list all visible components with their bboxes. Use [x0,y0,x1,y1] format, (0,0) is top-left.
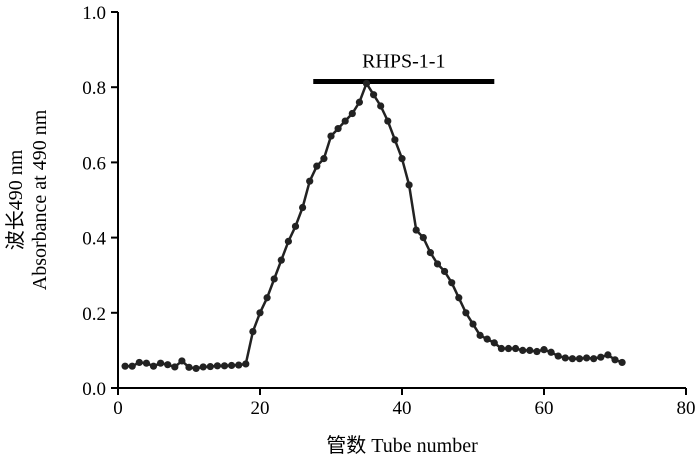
peak-annotation: RHPS-1-1 [313,51,495,85]
data-point [462,309,470,317]
y-ticks: 0.0 0.2 0.4 0.6 0.8 1.0 [82,3,118,400]
data-point [547,348,555,356]
data-point [597,353,605,361]
data-point [164,361,172,369]
data-point [213,362,221,370]
data-point [370,91,378,99]
data-point [348,109,356,118]
data-point [448,279,456,287]
data-point [220,362,229,370]
data-point [277,256,285,264]
y-tick-label: 0.2 [82,304,106,325]
data-point [561,354,569,362]
data-point [618,358,626,367]
data-point [157,359,165,367]
data-point [121,362,129,370]
data-point [433,260,442,268]
data-point [185,363,193,371]
data-point [441,267,449,276]
data-point [341,117,349,125]
data-point [497,344,505,353]
data-point [320,155,328,163]
data-point [611,356,619,364]
data-point [568,355,577,363]
data-point [291,222,300,230]
data-point [256,309,264,317]
x-tick-label: 80 [677,398,696,419]
x-tick-label: 40 [393,398,412,419]
data-point [249,328,257,336]
y-tick-label: 0.8 [82,78,106,99]
data-point [171,363,179,371]
y-tick-label: 0.0 [82,379,106,400]
data-point [604,351,612,359]
data-point [419,234,427,242]
data-point [455,294,463,302]
data-point [178,357,186,365]
data-point [583,354,591,362]
data-point [426,249,434,257]
fraction-label: RHPS-1-1 [362,51,445,73]
data-point [540,346,548,354]
data-point [526,346,534,354]
data-point [149,362,158,370]
data-point [575,355,584,363]
data-point [483,335,491,343]
data-point [355,98,363,106]
data-point [377,102,385,110]
data-point [192,364,200,373]
data-point [263,294,271,302]
y-tick-label: 1.0 [82,3,106,24]
data-point [590,355,598,363]
x-tick-label: 0 [113,398,123,419]
data-point [504,344,513,353]
series-line [125,82,623,370]
y-tick-label: 0.6 [82,153,106,174]
data-point [206,362,214,371]
data-point [469,320,477,328]
series-group [121,79,626,373]
data-point [362,79,371,88]
data-point [554,352,562,360]
data-point [270,275,278,283]
data-point [242,360,250,368]
x-tick-label: 60 [535,398,554,419]
data-point [327,132,335,140]
data-point [284,237,292,245]
data-point [384,117,392,125]
y-axis-title-chinese: 波长490 nm [4,149,27,250]
data-point [306,177,314,185]
data-point [235,361,243,369]
data-point [299,203,307,212]
data-point [398,155,406,163]
data-point [412,226,420,234]
x-tick-label: 20 [251,398,270,419]
data-point [128,362,136,370]
x-axis-title: 管数 Tube number [326,434,478,457]
data-point [391,136,399,144]
data-point [135,358,143,367]
data-point [490,339,498,347]
data-point [228,361,236,370]
data-point [533,347,541,356]
data-point [511,344,520,353]
data-point [519,346,527,354]
x-ticks: 0 20 40 60 80 [113,388,696,419]
data-point [334,124,342,133]
y-tick-label: 0.4 [82,229,106,250]
data-point [476,331,484,339]
data-point [313,162,321,170]
y-axis-title: Absorbance at 490 nm [29,109,51,290]
data-point [199,363,207,371]
data-point [142,359,150,367]
data-point [405,181,413,189]
